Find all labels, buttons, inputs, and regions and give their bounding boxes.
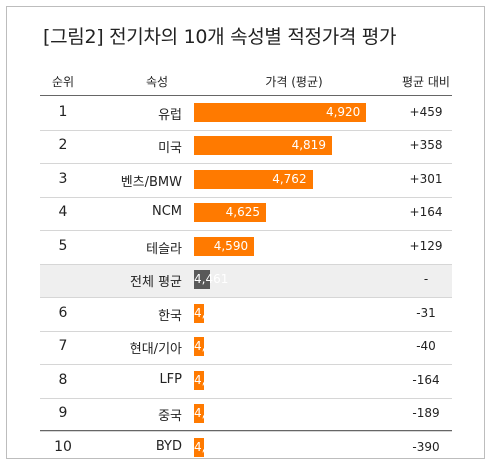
bar-value-label: 4,421 — [194, 339, 228, 353]
value-bar — [194, 404, 204, 424]
value-bar — [194, 337, 204, 357]
category-label: 미국 — [158, 141, 182, 157]
row-divider — [40, 129, 452, 131]
diff-label: -390 — [412, 439, 440, 454]
value-bar — [194, 370, 204, 390]
rank-label: 9 — [58, 405, 68, 422]
bar-value-label: 4,625 — [225, 205, 260, 220]
row-divider — [40, 196, 452, 198]
bar-value-label: 4,461 — [194, 272, 228, 286]
bar-value-label: 4,920 — [325, 104, 361, 119]
rank-label: 10 — [54, 438, 72, 455]
row-divider — [40, 397, 452, 399]
row-divider — [40, 263, 452, 265]
header-rule — [40, 95, 452, 96]
row-divider — [40, 330, 452, 332]
row-divider — [40, 364, 452, 365]
diff-label: -40 — [416, 339, 436, 354]
value-bar — [194, 203, 266, 223]
value-bar — [194, 437, 204, 457]
bar-value-label: 4,071 — [194, 440, 228, 454]
rank-label: 6 — [58, 304, 68, 321]
header-attribute: 속성 — [145, 75, 169, 89]
diff-label: +164 — [409, 205, 443, 220]
average-row-background — [40, 263, 452, 297]
header-rank: 순위 — [51, 75, 75, 89]
category-label: 한국 — [158, 308, 182, 324]
bar-value-label: 4,297 — [194, 373, 228, 387]
rank-label: 5 — [58, 237, 68, 254]
diff-label: +129 — [409, 238, 443, 253]
rank-label: 7 — [58, 338, 68, 355]
category-label: BYD — [155, 438, 182, 454]
value-bar — [194, 169, 313, 189]
header-price: 가격 (평균) — [265, 75, 323, 89]
figure-title: [그림2] 전기차의 10개 속성별 적정가격 평가 — [43, 26, 397, 48]
category-label: 벤츠/BMW — [120, 174, 182, 190]
category-label: 테슬라 — [146, 241, 182, 257]
value-bar — [194, 136, 332, 156]
category-label: NCM — [151, 204, 182, 220]
rank-label: 1 — [58, 103, 68, 120]
rank-label: 8 — [58, 371, 68, 388]
row-divider — [40, 297, 452, 298]
category-label: 유럽 — [158, 107, 182, 123]
row-divider — [40, 230, 452, 231]
category-label: LFP — [159, 371, 182, 387]
rank-label: 4 — [58, 204, 68, 221]
bar-value-label: 4,762 — [272, 171, 307, 186]
row-divider — [40, 431, 452, 432]
row-divider — [40, 163, 452, 164]
diff-label: -31 — [416, 305, 436, 320]
average-bar — [194, 270, 211, 290]
category-label: 현대/기아 — [129, 342, 182, 358]
rank-label: 2 — [58, 137, 68, 154]
diff-label: +459 — [409, 104, 443, 119]
value-bar — [194, 102, 367, 122]
diff-label: -164 — [412, 372, 440, 387]
bar-value-label: 4,819 — [291, 138, 326, 153]
bottom-rule — [40, 430, 452, 431]
diff-label: +301 — [409, 171, 443, 186]
header-diff: 평균 대비 — [402, 75, 450, 89]
bar-value-label: 4,590 — [213, 238, 249, 253]
rank-label: 3 — [58, 170, 68, 187]
value-bar — [194, 236, 255, 256]
category-label: 중국 — [158, 409, 182, 425]
diff-label: +358 — [409, 138, 443, 153]
bar-value-label: 4,272 — [194, 406, 228, 420]
value-bar — [194, 303, 204, 323]
category-label: 전체 평균 — [130, 275, 182, 291]
diff-label: - — [423, 272, 429, 287]
diff-label: -189 — [412, 406, 440, 421]
bar-value-label: 4,430 — [194, 306, 228, 320]
figure-frame — [6, 6, 485, 459]
